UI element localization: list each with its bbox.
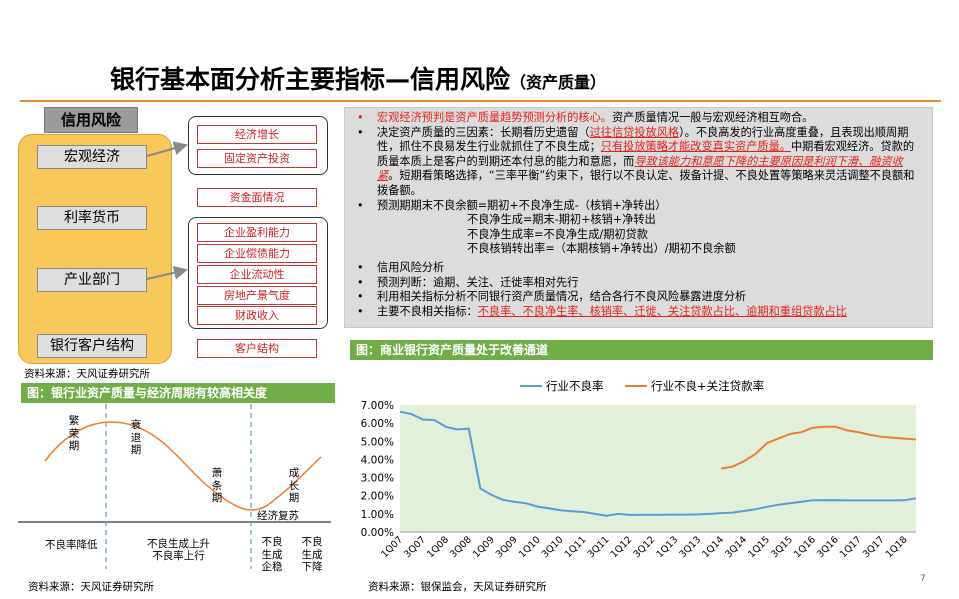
title-divider xyxy=(20,100,941,102)
series-line-2 xyxy=(720,425,917,470)
phase-growth: 成长期 xyxy=(288,467,300,504)
npl-line-chart: 0.00% 1.00% 2.00% 3.00% 4.00% 5.00% 6.00% 7.00%… xyxy=(361,379,917,560)
category-monetary: 利率货币 xyxy=(37,206,147,230)
notes-panel: • 宏观经济预判是资产质量趋势预测分析的核心。资产质量情况一般与宏观经济相互吻合。… xyxy=(344,107,933,328)
note-5: • 预测判断：逾期、关注、迁徙率相对先行 xyxy=(357,275,579,289)
left-chart-source: 资料来源：天风证券研究所 xyxy=(28,581,154,593)
right-chart-header: 图：商业银行资产质量处于改善通道 xyxy=(350,340,933,360)
credit-risk-tag: 信用风险 xyxy=(44,107,138,133)
phase-boom: 繁荣期 xyxy=(68,415,80,452)
x-tick-label: 1Q16 xyxy=(792,534,818,560)
formula-2: 不良净生成率=不良净生成/期初贷款 xyxy=(467,227,648,241)
x-tick-label: 3Q17 xyxy=(861,534,887,560)
right-chart-source: 资料来源：银保监会，天风证券研究所 xyxy=(368,581,547,593)
x-tick-label: 1Q11 xyxy=(563,534,589,560)
x-tick-label: 3Q14 xyxy=(723,534,749,560)
x-tick-label: 1Q14 xyxy=(700,534,726,560)
item-economic-growth: 经济增长 xyxy=(197,125,317,144)
bottom-label-2: 不良生成上升 不良率上行 xyxy=(147,538,210,562)
item-corporate-liquidity: 企业流动性 xyxy=(197,265,317,284)
y-tick-label: 2.00% xyxy=(361,491,394,503)
x-tick-label: 3Q16 xyxy=(815,534,841,560)
bottom-label-4: 不良 生成 下降 xyxy=(301,536,323,573)
x-tick-label: 3Q08 xyxy=(448,534,474,560)
legend-label-2: 行业不良+关注贷款率 xyxy=(651,379,764,393)
y-tick-label: 0.00% xyxy=(361,527,394,539)
x-tick-label: 3Q13 xyxy=(677,534,703,560)
legend-label-1: 行业不良率 xyxy=(546,379,604,393)
cycle-curve xyxy=(44,421,322,511)
x-tick-label: 1Q18 xyxy=(884,534,910,560)
bottom-label-1: 不良率降低 xyxy=(45,539,98,551)
x-tick-label: 1Q13 xyxy=(654,534,680,560)
item-corporate-profit: 企业盈利能力 xyxy=(197,223,317,242)
x-tick-label: 1Q15 xyxy=(746,534,772,560)
source-note-top: 资料来源：天风证券研究所 xyxy=(24,368,150,380)
x-tick-label: 3Q07 xyxy=(402,534,428,560)
item-fixed-asset-investment: 固定资产投资 xyxy=(197,149,317,168)
page-title: 银行基本面分析主要指标—信用风险（资产质量） xyxy=(110,65,607,94)
x-tick-label: 3Q12 xyxy=(631,534,657,560)
y-tick-label: 1.00% xyxy=(361,509,394,521)
note-1: • 宏观经济预判是资产质量趋势预测分析的核心。资产质量情况一般与宏观经济相互吻合。 xyxy=(357,111,814,124)
item-customer-structure: 客户结构 xyxy=(197,339,317,358)
y-tick-label: 5.00% xyxy=(361,436,394,448)
x-tick-label: 1Q08 xyxy=(425,534,451,560)
category-macro: 宏观经济 xyxy=(37,145,147,169)
y-tick-label: 6.00% xyxy=(361,418,394,430)
page-number: 7 xyxy=(920,574,926,584)
note-7: • 主要不良相关指标：不良率、不良净生率、核销率、迁徙、关注贷款占比、逾期和重组贷… xyxy=(357,304,847,318)
note-3: • 预测期期末不良余额=期初+不良净生成-（核销+净转出） xyxy=(357,198,667,212)
item-fiscal-revenue: 财政收入 xyxy=(197,306,317,325)
note-4: • 信用风险分析 xyxy=(357,260,445,274)
x-tick-label: 3Q11 xyxy=(586,534,612,560)
x-tick-label: 1Q17 xyxy=(838,534,864,560)
category-customer: 银行客户结构 xyxy=(37,334,147,358)
cycle-diagram xyxy=(18,404,331,569)
factor-panel xyxy=(18,134,172,364)
x-tick-label: 3Q15 xyxy=(769,534,795,560)
recovery-label: 经济复苏 xyxy=(257,510,299,522)
page-subtitle: （资产质量） xyxy=(510,73,607,92)
item-liquidity: 资金面情况 xyxy=(197,188,317,207)
y-tick-label: 3.00% xyxy=(361,473,394,485)
x-tick-label: 3Q10 xyxy=(540,534,566,560)
note-2: • 决定资产质量的三因素：长期看历史遗留（过往信贷投放风格）。不良高发的行业高度重… xyxy=(357,125,915,197)
phase-depression: 萧条期 xyxy=(211,467,223,504)
category-industry: 产业部门 xyxy=(37,268,147,292)
x-tick-label: 1Q10 xyxy=(517,534,543,560)
phase-recession: 衰退期 xyxy=(130,419,142,456)
formula-1: 不良净生成=期末-期初+核销+净转出 xyxy=(467,213,656,227)
bottom-label-3: 不良 生成 企稳 xyxy=(261,536,283,573)
left-chart-header: 图：银行业资产质量与经济周期有较高相关度 xyxy=(21,383,335,403)
formula-3: 不良核销转出率=（本期核销+净转出）/期初不良余额 xyxy=(467,242,736,256)
note-6: • 利用相关指标分析不同银行资产质量情况，结合各行不良风险暴露进度分析 xyxy=(357,290,747,304)
item-real-estate: 房地产景气度 xyxy=(197,286,317,305)
y-tick-label: 7.00% xyxy=(361,400,394,412)
series-line-1 xyxy=(399,410,917,517)
x-tick-label: 1Q12 xyxy=(609,534,635,560)
x-tick-label: 1Q09 xyxy=(471,534,497,560)
item-corporate-solvency: 企业偿债能力 xyxy=(197,244,317,263)
y-tick-label: 4.00% xyxy=(361,454,394,466)
x-tick-label: 3Q09 xyxy=(494,534,520,560)
